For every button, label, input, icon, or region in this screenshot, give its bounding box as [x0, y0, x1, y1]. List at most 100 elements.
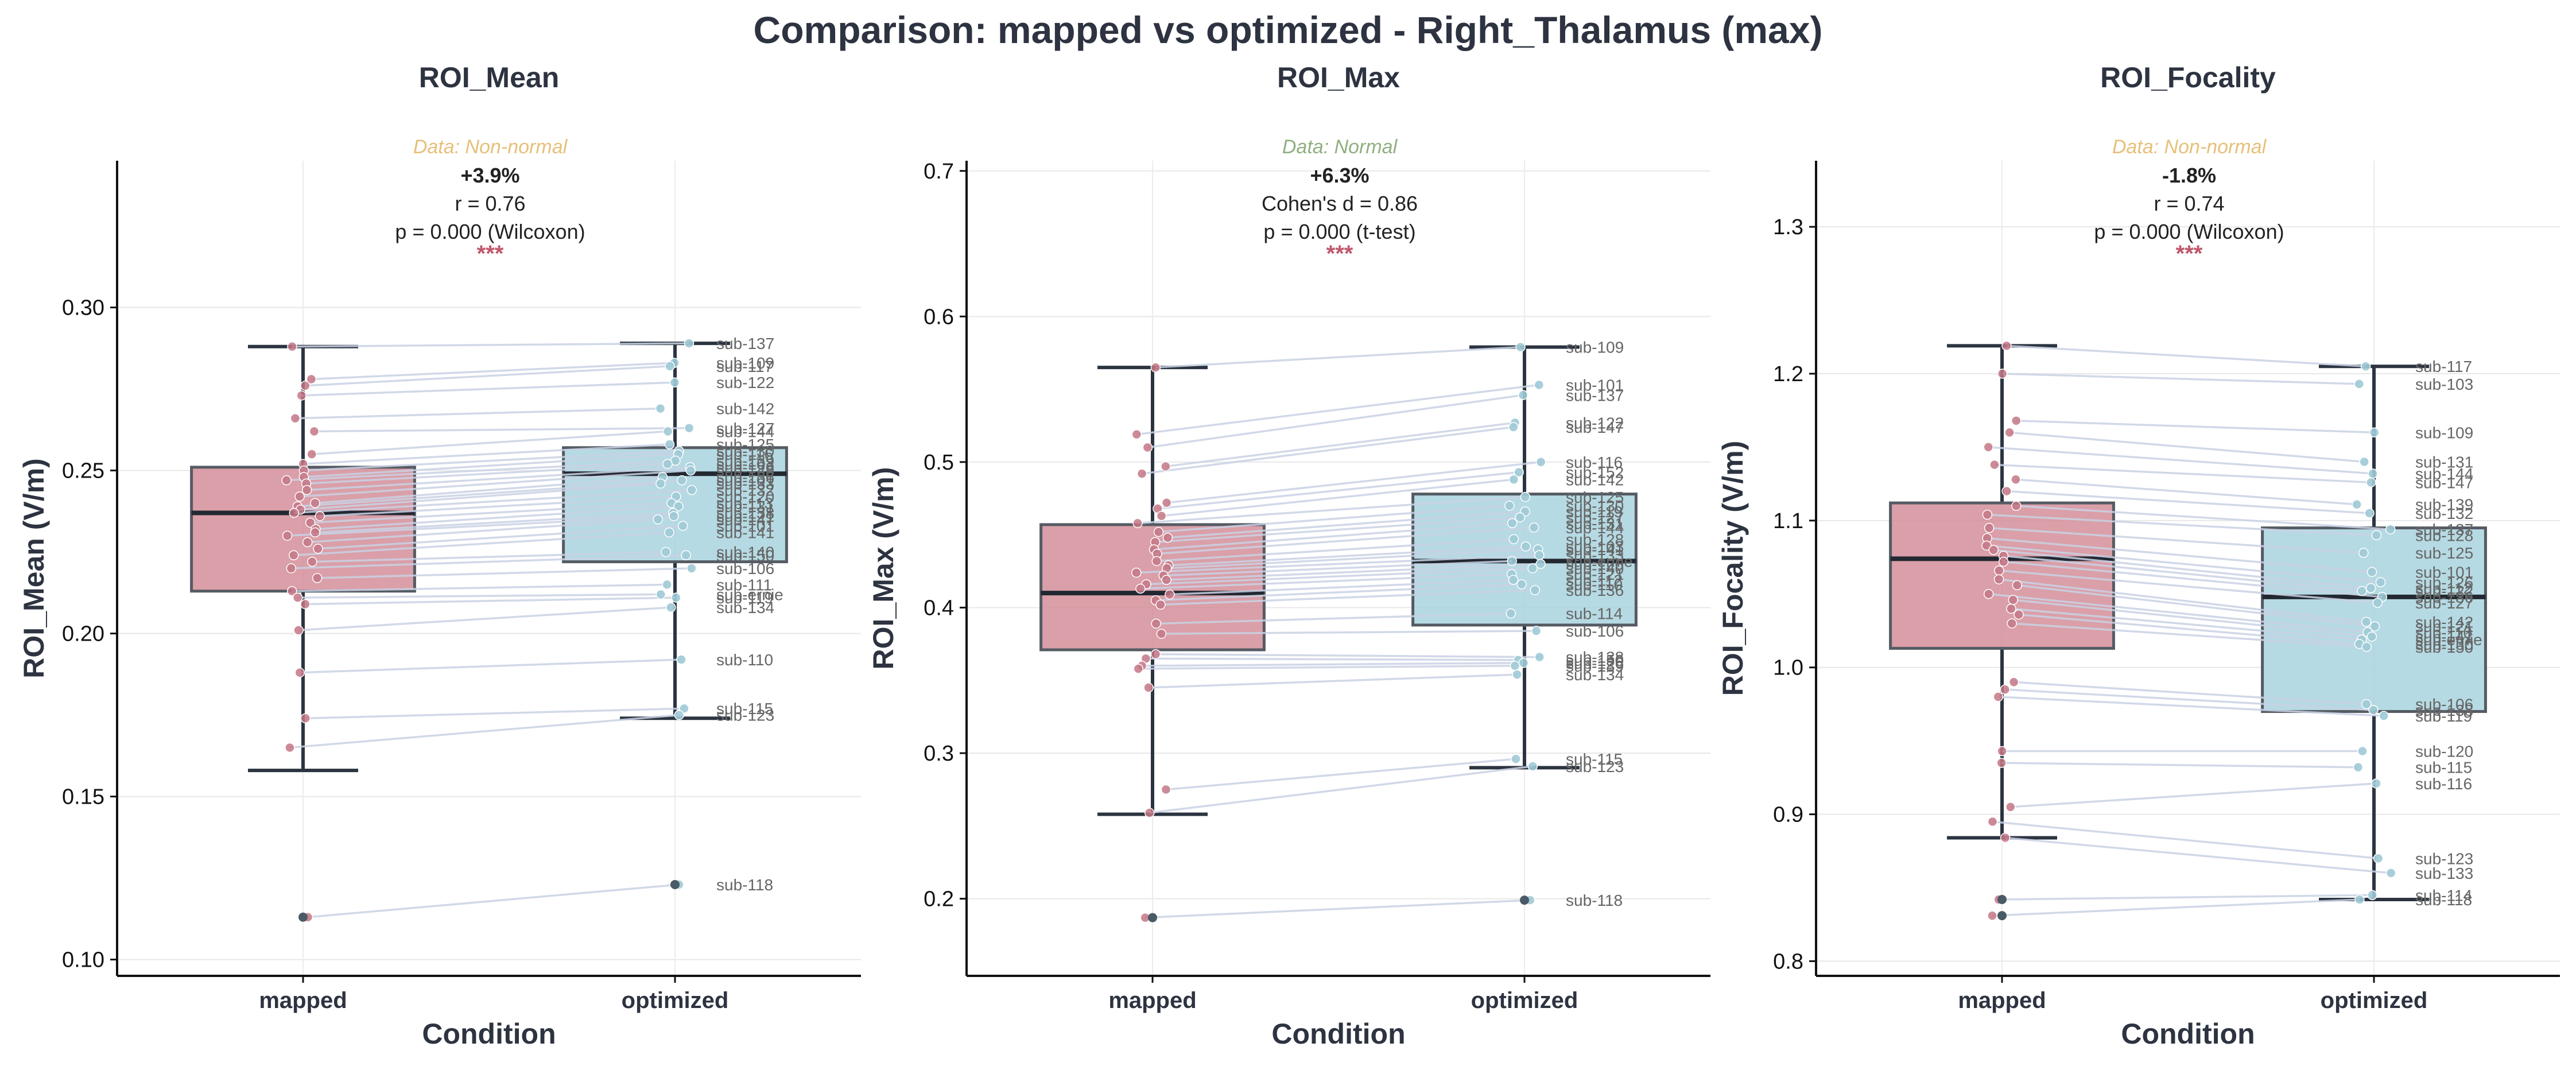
pair-line	[293, 531, 670, 557]
subject-label: sub-147	[1566, 418, 1624, 436]
point-mapped	[2011, 501, 2022, 511]
point-mapped	[285, 742, 295, 753]
point-optimized	[676, 654, 686, 665]
pair-line	[1988, 593, 2368, 634]
point-mapped	[1993, 574, 2004, 584]
subject-label: sub-131	[716, 498, 774, 515]
pair-line	[1155, 653, 1540, 658]
subject-label: sub-132	[2415, 505, 2473, 522]
subject-label: sub-106	[2415, 696, 2473, 714]
pair-line	[2012, 622, 2367, 648]
point-optimized	[664, 439, 675, 449]
point-optimized	[1515, 512, 1526, 522]
point-optimized	[2369, 621, 2380, 631]
subject-label: sub-127	[1566, 509, 1624, 526]
pair-line	[1166, 548, 1538, 569]
point-optimized	[1535, 559, 1546, 569]
pair-line	[307, 466, 690, 491]
point-mapped	[1987, 910, 1997, 921]
pair-line	[1999, 578, 2366, 623]
pair-line	[1166, 563, 1541, 581]
subject-label: sub-137	[1566, 386, 1624, 404]
y-tick-label: 0.5	[924, 451, 954, 475]
subject-label: sub-142	[1566, 471, 1624, 489]
pair-line	[306, 463, 668, 485]
pair-line	[1157, 526, 1534, 555]
y-tick-label: 0.4	[924, 596, 954, 620]
point-mapped	[281, 475, 292, 486]
pair-line	[1155, 583, 1522, 602]
point-mapped	[305, 517, 316, 528]
y-tick-label: 1.3	[1773, 215, 1803, 239]
point-mapped	[1150, 649, 1161, 660]
subject-label: sub-119	[716, 589, 773, 607]
point-optimized	[662, 579, 672, 590]
point-mapped	[1983, 442, 1993, 452]
pair-line	[1987, 513, 2377, 537]
subject-label: sub-125	[1566, 489, 1624, 506]
stat-effect-size: Cohen's d = 0.86	[1262, 192, 1418, 215]
pair-line	[297, 479, 682, 507]
subject-label: sub-139	[2415, 496, 2473, 514]
subject-label: sub-125	[716, 436, 774, 453]
point-mapped	[1132, 518, 1143, 529]
point-optimized	[1531, 626, 1542, 636]
point-mapped	[1142, 442, 1153, 453]
point-optimized	[685, 465, 696, 476]
point-mapped	[300, 599, 311, 610]
point-optimized	[681, 550, 691, 561]
pair-line	[1166, 461, 1541, 504]
point-optimized	[1510, 661, 1520, 671]
subject-label: sub-109	[716, 354, 774, 372]
pair-line	[1999, 894, 2373, 901]
point-mapped	[294, 668, 305, 678]
point-optimized	[1534, 652, 1545, 662]
point-optimized	[2371, 778, 2381, 789]
point-mapped	[300, 713, 311, 724]
point-mapped	[292, 592, 303, 603]
point-optimized	[2361, 617, 2372, 627]
point-mapped	[307, 556, 317, 567]
pair-line	[2017, 584, 2375, 627]
subject-label: sub-128	[2415, 526, 2473, 544]
point-optimized	[674, 710, 685, 720]
point-optimized	[2365, 583, 2376, 594]
pair-line	[1146, 567, 1533, 586]
point-mapped	[2001, 340, 2012, 351]
subject-label: sub-113	[716, 494, 773, 512]
point-optimized	[1518, 390, 1528, 400]
subject-label: sub-130	[1566, 497, 1624, 515]
y-tick-label: 0.15	[62, 785, 104, 809]
point-optimized	[2385, 868, 2396, 878]
point-mapped	[2007, 618, 2017, 629]
pair-line	[1987, 537, 2372, 573]
point-optimized	[2360, 361, 2371, 371]
panel-title: ROI_Mean	[419, 61, 560, 94]
pair-line	[1138, 665, 1515, 670]
point-optimized	[662, 426, 673, 437]
x-axis-label: Condition	[2121, 1018, 2255, 1050]
subject-label: sub-123	[1566, 758, 1624, 776]
subject-label: sub-118	[716, 876, 773, 894]
subject-label: sub-128	[1566, 530, 1624, 548]
pair-line	[1169, 579, 1514, 596]
subject-label: sub-120	[1566, 555, 1624, 573]
pair-line	[1145, 899, 1530, 919]
outlier-mapped	[1997, 911, 2007, 921]
subject-label: sub-123	[2415, 850, 2473, 867]
pair-line	[2013, 599, 2372, 638]
pair-line	[311, 362, 674, 381]
y-tick-label: 0.30	[62, 296, 104, 320]
point-mapped	[2012, 580, 2023, 591]
subject-label: sub-126	[716, 459, 774, 476]
pair-line	[300, 658, 682, 674]
subject-label: sub-142	[2415, 613, 2473, 631]
point-optimized	[2372, 598, 2383, 608]
point-mapped	[315, 511, 325, 521]
y-tick-label: 0.3	[924, 742, 954, 766]
point-optimized	[1511, 754, 1521, 764]
point-optimized	[1514, 467, 1524, 478]
subject-label: sub-120	[716, 488, 774, 506]
point-mapped	[1161, 461, 1171, 472]
